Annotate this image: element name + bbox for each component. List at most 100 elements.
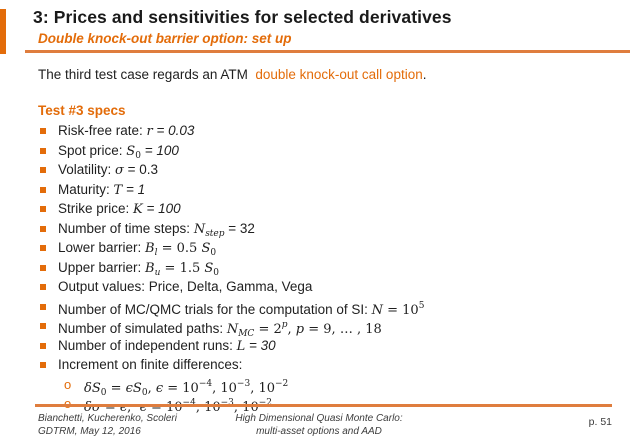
text-segment: , 10 <box>250 380 275 396</box>
spec-item: Number of time steps: Nstep = 32 <box>40 219 424 239</box>
spec-item: Number of MC/QMC trials for the computat… <box>40 297 425 318</box>
text-segment: , 10 <box>212 380 237 396</box>
sub-bullet-marker: o <box>64 376 72 392</box>
sub-bullet-marker: o <box>64 394 71 414</box>
text-segment: step <box>205 228 225 239</box>
text-segment: double knock-out call option <box>255 67 423 82</box>
spec-text: Spot price: S0 = 100 <box>58 142 179 161</box>
text-segment: , 10 <box>195 400 221 415</box>
text-segment: −2 <box>275 378 289 389</box>
text-segment: N <box>371 302 383 318</box>
spec-text: Maturity: T = 1 <box>58 181 146 198</box>
spec-text: Upper barrier: Bu = 1.5 S0 <box>58 259 220 278</box>
spec-item: Output values: Price, Delta, Gamma, Vega <box>40 277 424 297</box>
text-segment: B <box>145 260 155 276</box>
text-segment: S <box>204 260 214 276</box>
spec-item: Lower barrier: Bl = 0.5 S0 <box>40 238 424 258</box>
footer-presentation-title: High Dimensional Quasi Monte Carlo: mult… <box>169 412 469 438</box>
text-segment: MC <box>238 329 255 339</box>
title-accent-bar <box>0 9 6 54</box>
text-segment: ϵS <box>125 380 142 396</box>
text-segment: ϵ <box>119 400 128 415</box>
text-segment: Lower barrier: <box>58 240 146 255</box>
footer-date-line: GDTRM, May 12, 2016 <box>38 426 141 437</box>
text-segment: , <box>127 400 140 415</box>
text-segment: δσ <box>84 400 101 415</box>
text-segment: = 0.3 <box>123 162 159 177</box>
intro-text: The third test case regards an ATM doubl… <box>38 67 426 82</box>
bullet-marker <box>40 206 46 212</box>
text-segment: 5 <box>418 300 425 311</box>
text-segment: −3 <box>220 398 234 408</box>
spec-item: Spot price: S0 = 100 <box>40 141 424 161</box>
text-segment: ϵ <box>139 400 147 415</box>
slide-subtitle: Double knock-out barrier option: set up <box>38 31 292 46</box>
text-segment: The third test case regards an ATM <box>38 67 256 82</box>
spec-text: Strike price: K = 100 <box>58 201 181 217</box>
specs-list: Risk-free rate: r = 0.03 Spot price: S0 =… <box>40 121 425 415</box>
footer-authors-line1: Bianchetti, Kucherenko, Scoleri <box>38 413 177 424</box>
slide-title: 3: Prices and sensitivities for selected… <box>33 7 452 27</box>
spec-text: Number of simulated paths: NMC = 2p, p =… <box>58 320 382 339</box>
bullet-marker <box>40 147 46 154</box>
text-segment: Number of MC/QMC trials for the computat… <box>58 301 372 317</box>
bullet-marker <box>40 264 46 271</box>
spec-text: Lower barrier: Bl = 0.5 S0 <box>58 240 217 258</box>
text-segment: 0 <box>210 248 217 258</box>
spec-item: Strike price: K = 100 <box>40 199 424 219</box>
spec-item: Number of independent runs: L = 30 <box>40 336 424 356</box>
text-segment: ϵ <box>155 380 164 396</box>
text-segment: S <box>126 143 136 159</box>
text-segment: Increment on finite differences: <box>58 357 243 372</box>
bullet-marker <box>40 167 46 173</box>
footer-divider <box>35 404 612 407</box>
text-segment: = 0.03 <box>152 123 195 138</box>
specs-heading: Test #3 specs <box>38 103 126 118</box>
bullet-marker <box>40 362 46 368</box>
spec-text: Output values: Price, Delta, Gamma, Vega <box>58 279 312 294</box>
text-segment: Number of independent runs: <box>58 337 237 353</box>
text-segment: r <box>146 124 153 139</box>
text-segment: = 30 <box>245 337 276 353</box>
spec-text: Volatility: σ = 0.3 <box>58 162 159 178</box>
text-segment: = <box>100 400 120 415</box>
text-segment: 0 <box>135 150 141 161</box>
text-segment: Maturity: <box>58 181 114 197</box>
text-segment: . <box>422 67 427 82</box>
text-segment: Strike price: <box>58 201 134 216</box>
text-segment: = 1 <box>122 181 146 197</box>
footer-title-line1: High Dimensional Quasi Monte Carlo: <box>235 413 403 424</box>
text-segment: Output values: Price, Delta, Gamma, Vega <box>58 279 313 294</box>
spec-text: Number of MC/QMC trials for the computat… <box>58 300 425 318</box>
text-segment: = <box>106 380 126 396</box>
text-segment: , 10 <box>233 400 259 415</box>
bullet-marker <box>40 323 46 329</box>
bullet-marker <box>40 225 46 232</box>
text-segment: L <box>236 338 246 354</box>
text-segment: = 100 <box>140 142 179 158</box>
spec-sub-item: o δσ = ϵ, ϵ = 10−4, 10−3, 10−2 <box>64 394 424 415</box>
text-segment: = 32 <box>224 220 255 236</box>
text-segment: Upper barrier: <box>58 259 146 275</box>
text-segment: = 1.5 <box>160 260 205 276</box>
spec-item: Risk-free rate: r = 0.03 <box>40 121 424 141</box>
header-divider <box>25 50 630 53</box>
spec-text: δS0 = ϵS0, ϵ = 10−4, 10−3, 10−2 <box>84 378 289 398</box>
spec-item: Upper barrier: Bu = 1.5 S0 <box>40 258 424 278</box>
spec-text: Increment on finite differences: <box>58 357 242 372</box>
bullet-marker <box>40 303 46 310</box>
text-segment: = 100 <box>142 201 181 216</box>
text-segment: Number of time steps: <box>58 220 194 236</box>
text-segment: l <box>154 248 158 258</box>
spec-text: Number of time steps: Nstep = 32 <box>58 220 255 239</box>
footer-authors: Bianchetti, Kucherenko, Scoleri GDTRM, M… <box>38 412 177 438</box>
text-segment: 0 <box>213 267 220 278</box>
text-segment: = 2 <box>254 322 282 337</box>
text-segment: K <box>133 202 143 217</box>
spec-item: Number of simulated paths: NMC = 2p, p =… <box>40 316 424 339</box>
spec-sub-item: o δS0 = ϵS0, ϵ = 10−4, 10−3, 10−2 <box>64 375 424 398</box>
spec-text: δσ = ϵ, ϵ = 10−4, 10−3, 10−2 <box>84 398 272 415</box>
bullet-marker <box>40 245 46 251</box>
bullet-marker <box>40 128 46 134</box>
text-segment: Risk-free rate: <box>58 123 147 138</box>
